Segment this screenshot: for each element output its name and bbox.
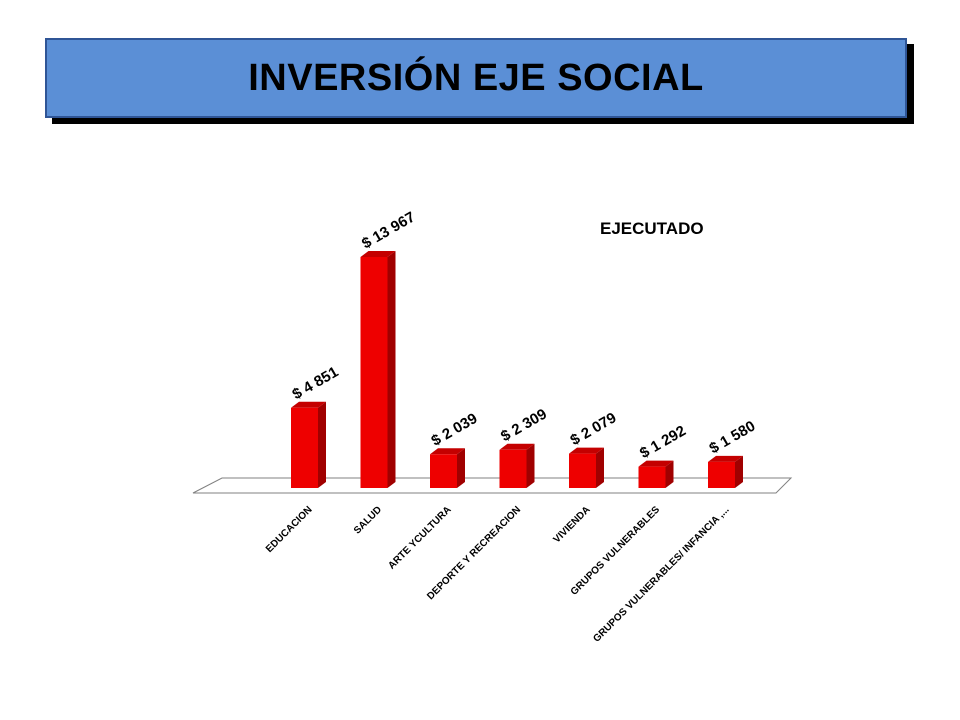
bar-front — [708, 461, 735, 488]
bar-side — [318, 401, 326, 488]
bar-top — [430, 448, 465, 455]
bar-side — [735, 455, 743, 488]
category-label: EDUCACION — [264, 504, 315, 555]
bar-side — [457, 448, 465, 488]
bar-side — [387, 251, 396, 488]
bar-side — [596, 447, 604, 488]
category-label: ARTE YCULTURA — [386, 504, 453, 571]
bar-side — [665, 460, 674, 488]
title-banner: INVERSIÓN EJE SOCIAL — [45, 38, 907, 118]
bar-front — [638, 466, 666, 488]
page-title: INVERSIÓN EJE SOCIAL — [248, 56, 704, 99]
value-label: $ 2 309 — [498, 406, 550, 446]
bar-top — [360, 251, 396, 257]
bar-front — [430, 454, 457, 488]
bar — [291, 401, 326, 488]
bar-top — [708, 455, 743, 462]
bar-top — [291, 401, 326, 408]
category-label: VIVIENDA — [551, 504, 592, 545]
chart-floor — [192, 477, 793, 494]
bar — [638, 460, 674, 488]
bar-front — [291, 407, 318, 488]
bar-front — [569, 453, 596, 488]
category-label: SALUD — [352, 504, 384, 536]
value-label: $ 4 851 — [290, 363, 342, 403]
bar-top — [569, 447, 604, 454]
bar-front — [360, 257, 388, 488]
value-labels-group: $ 4 851 $ 13 967 $ 2 039 $ 2 309 $ 2 079 $ 1 … — [290, 209, 759, 463]
legend-label: EJECUTADO — [600, 219, 704, 238]
category-label: GRUPOS VULNERABLES/ INFANCIA ,... — [591, 504, 731, 644]
bar — [499, 443, 535, 488]
bars-group — [291, 251, 743, 488]
value-label: $ 2 039 — [429, 410, 481, 450]
bar — [430, 448, 465, 488]
bar — [360, 251, 396, 488]
bar — [708, 455, 743, 488]
value-label: $ 1 292 — [637, 422, 689, 462]
bar — [569, 447, 604, 488]
value-label: $ 1 580 — [707, 418, 759, 458]
bar-top — [638, 460, 674, 467]
value-label: $ 2 079 — [568, 409, 620, 449]
value-label: $ 13 967 — [359, 209, 418, 253]
bar-top — [499, 443, 535, 450]
bar-side — [526, 443, 535, 488]
bar-front — [499, 449, 527, 488]
